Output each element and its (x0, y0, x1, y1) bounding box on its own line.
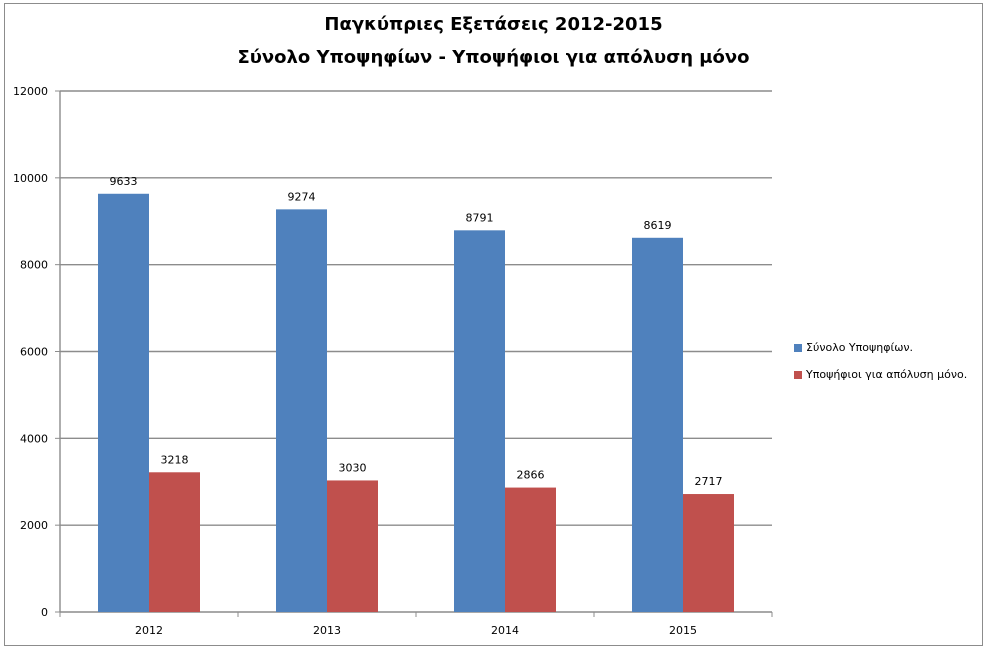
y-tick-label: 6000 (20, 346, 48, 359)
data-label: 2717 (695, 475, 723, 488)
data-label: 8791 (466, 211, 494, 224)
bar-total (276, 209, 327, 613)
bar-total (454, 230, 505, 612)
legend-item-total: Σύνολο Υποψηφίων. (794, 340, 967, 355)
legend-swatch-graduation (794, 370, 802, 379)
y-tick-label: 4000 (20, 432, 48, 445)
legend-item-graduation: Υποψήφιοι για απόλυση μόνο. (794, 367, 967, 382)
bar-graduation (683, 494, 734, 612)
bar-graduation (505, 487, 556, 612)
x-tick-label: 2015 (669, 624, 697, 637)
y-tick-label: 10000 (13, 172, 48, 185)
data-label: 3218 (161, 453, 189, 466)
x-tick-label: 2014 (491, 624, 519, 637)
x-tick-label: 2013 (313, 624, 341, 637)
bar-graduation (327, 480, 378, 612)
bar-graduation (149, 472, 200, 612)
y-tick-label: 0 (41, 606, 48, 619)
y-tick-label: 12000 (13, 85, 48, 98)
data-label: 8619 (644, 219, 672, 232)
chart-subtitle: Σύνολο Υποψηφίων - Υποψήφιοι για απόλυση… (237, 47, 750, 68)
y-tick-label: 8000 (20, 259, 48, 272)
legend-label-total: Σύνολο Υποψηφίων. (806, 341, 914, 354)
legend-swatch-total (794, 343, 802, 352)
data-label: 9274 (288, 190, 316, 203)
data-label: 3030 (339, 461, 367, 474)
legend: Σύνολο Υποψηφίων. Υποψήφιοι για απόλυση … (794, 340, 967, 394)
legend-label-graduation: Υποψήφιοι για απόλυση μόνο. (806, 368, 968, 381)
bar-total (632, 237, 683, 612)
chart-title: Παγκύπριες Εξετάσεις 2012-2015 (324, 14, 663, 35)
bar-total (98, 193, 149, 612)
data-label: 2866 (517, 469, 545, 482)
data-label: 9633 (110, 175, 138, 188)
x-tick-label: 2012 (135, 624, 163, 637)
y-tick-label: 2000 (20, 519, 48, 532)
